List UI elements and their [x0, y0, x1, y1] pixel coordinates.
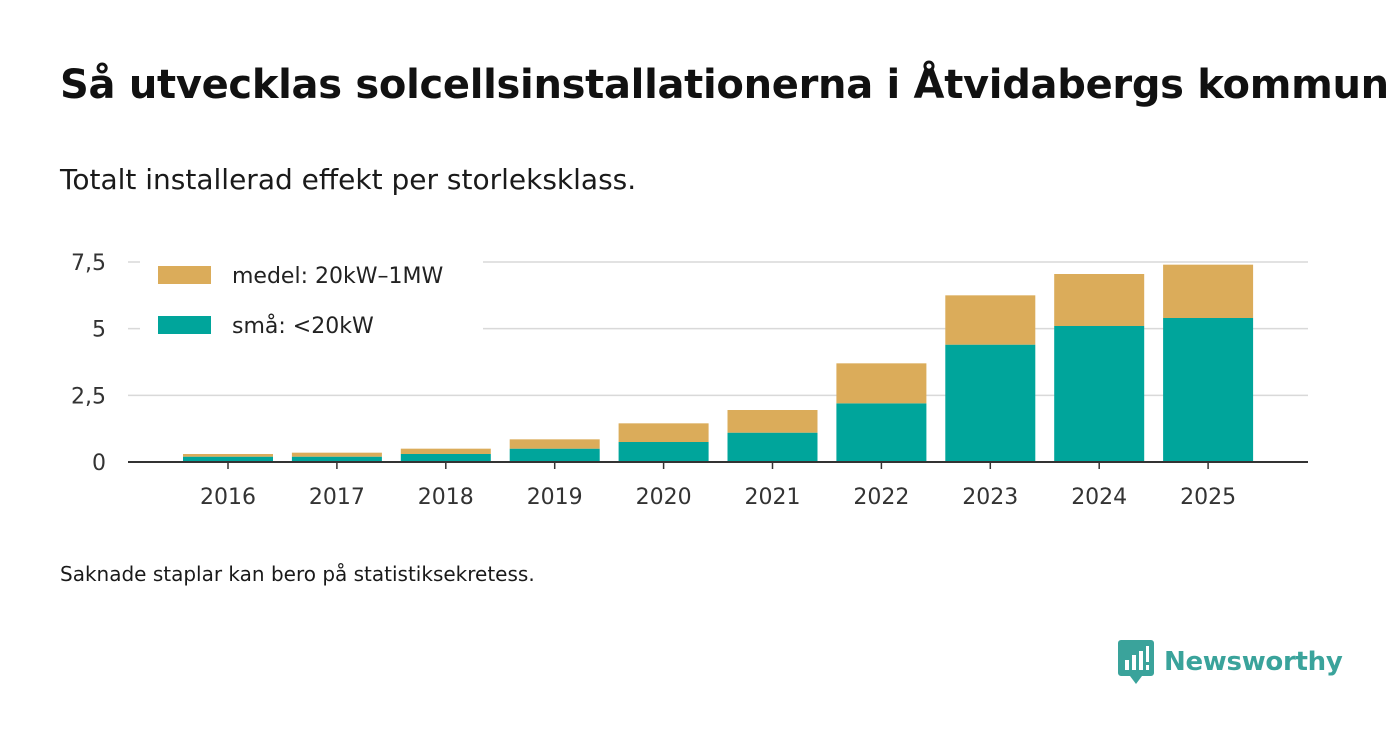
newsworthy-logo-icon: [1118, 640, 1154, 684]
bar-segment: [183, 454, 273, 457]
bar-segment: [183, 456, 273, 462]
legend-label: medel: 20kW–1MW: [232, 264, 443, 289]
x-tick-label: 2024: [1071, 485, 1127, 510]
x-tick-label: 2020: [636, 485, 692, 510]
brand-name: Newsworthy: [1164, 647, 1343, 677]
bar-segment: [1163, 318, 1254, 462]
x-tick-label: 2025: [1180, 485, 1236, 510]
legend-swatch: [158, 316, 211, 334]
bar-segment: [945, 344, 1036, 462]
x-tick-label: 2018: [418, 485, 474, 510]
bar-segment: [727, 432, 818, 462]
legend-swatch: [158, 266, 211, 284]
bar-segment: [1054, 274, 1145, 326]
y-tick-label: 2,5: [71, 384, 106, 409]
bar-segment: [1163, 264, 1254, 318]
bar-segment: [1054, 326, 1145, 462]
x-tick-label: 2017: [309, 485, 365, 510]
bar-segment: [945, 295, 1036, 345]
x-tick-label: 2021: [745, 485, 801, 510]
y-tick-label: 0: [92, 451, 106, 476]
legend-label: små: <20kW: [232, 313, 374, 339]
bar-segment: [727, 410, 818, 433]
bar-segment: [291, 452, 382, 457]
x-tick-label: 2022: [853, 485, 909, 510]
brand-logo: Newsworthy: [1118, 640, 1343, 684]
bar-segment: [509, 448, 600, 462]
bar-segment: [400, 454, 491, 462]
y-tick-label: 7,5: [71, 251, 106, 276]
x-tick-label: 2019: [527, 485, 583, 510]
bar-segment: [836, 363, 927, 404]
bar-segment: [400, 448, 491, 454]
bar-segment: [618, 442, 709, 462]
x-tick-label: 2023: [962, 485, 1018, 510]
footnote: Saknade staplar kan bero på statistiksek…: [60, 562, 535, 586]
chart-subtitle: Totalt installerad effekt per storlekskl…: [60, 163, 637, 196]
bar-segment: [291, 456, 382, 462]
x-tick-label: 2016: [200, 485, 256, 510]
y-tick-label: 5: [92, 318, 106, 343]
bar-segment: [509, 439, 600, 449]
bar-segment: [618, 423, 709, 442]
bar-segment: [836, 403, 927, 462]
chart-title: Så utvecklas solcellsinstallationerna i …: [60, 62, 1389, 108]
